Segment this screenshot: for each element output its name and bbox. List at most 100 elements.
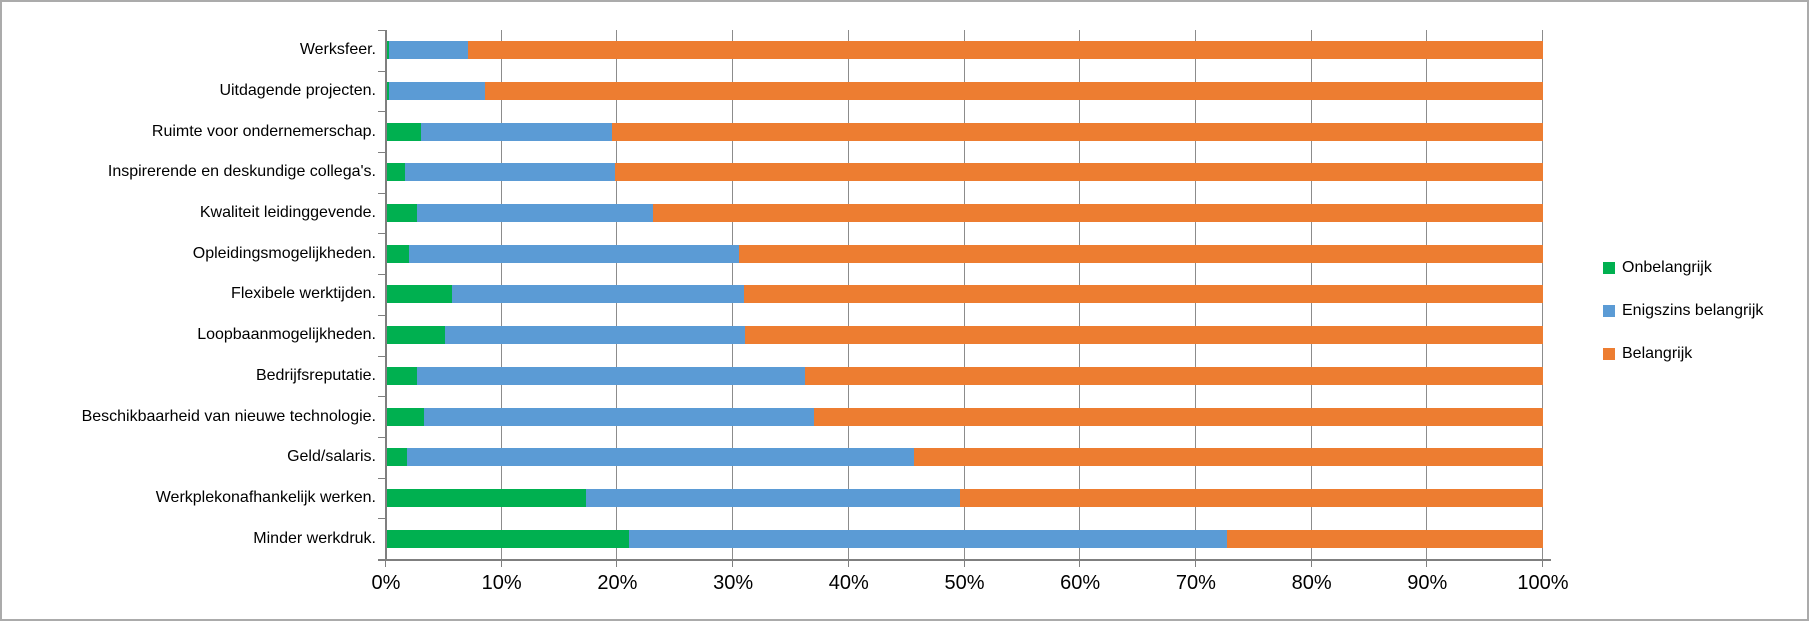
category-label: Werksfeer. <box>299 41 376 59</box>
category-label: Werkplekonafhankelijk werken. <box>155 488 376 506</box>
x-axis-tick-label: 20% <box>597 572 638 594</box>
y-axis-tick <box>378 315 385 316</box>
x-axis-tick-label: 70% <box>1175 572 1216 594</box>
x-axis-tick <box>1542 561 1543 567</box>
y-axis-line <box>385 30 387 561</box>
bar-segment-belangrijk <box>485 82 1543 101</box>
bar-segment-enigszins-belangrijk <box>406 448 914 467</box>
y-axis-tick <box>378 437 385 438</box>
stacked-bar <box>386 285 1543 304</box>
bar-row <box>386 152 1543 193</box>
legend-label: Onbelangrijk <box>1622 259 1712 276</box>
bar-segment-belangrijk <box>743 285 1543 304</box>
legend-label: Enigszins belangrijk <box>1622 302 1764 319</box>
category-label: Uitdagende projecten. <box>219 82 376 100</box>
legend: Onbelangrijk Enigszins belangrijk Belangri… <box>1603 255 1763 367</box>
bar-segment-onbelangrijk <box>386 326 445 345</box>
stacked-bar <box>386 529 1543 548</box>
bar-row <box>386 478 1543 519</box>
category-label: Inspirerende en deskundige collega's. <box>107 163 376 181</box>
stacked-bar <box>386 448 1543 467</box>
bar-segment-belangrijk <box>1227 529 1543 548</box>
y-axis-tick <box>378 193 385 194</box>
category-label: Bedrijfsreputatie. <box>255 366 376 384</box>
bar-row <box>386 356 1543 397</box>
category-label: Kwaliteit leidinggevende. <box>199 204 376 222</box>
x-axis-tick <box>1310 561 1312 567</box>
bar-segment-belangrijk <box>615 163 1543 182</box>
bar-segment-enigszins-belangrijk <box>409 244 739 263</box>
bar-row <box>386 518 1543 559</box>
x-axis-tick-label: 60% <box>1060 572 1101 594</box>
bar-segment-enigszins-belangrijk <box>389 41 469 60</box>
x-axis-tick <box>1079 561 1081 567</box>
bar-segment-belangrijk <box>738 244 1543 263</box>
x-axis-tick <box>847 561 849 567</box>
category-label: Opleidingsmogelijkheden. <box>192 244 376 262</box>
y-axis-tick <box>378 233 385 234</box>
bar-segment-onbelangrijk <box>386 407 425 426</box>
x-axis-tick <box>1426 561 1428 567</box>
y-axis-tick <box>378 396 385 397</box>
bar-segment-onbelangrijk <box>386 41 390 60</box>
stacked-bar <box>386 407 1543 426</box>
legend-item-belangrijk: Belangrijk <box>1603 341 1763 367</box>
x-axis-labels: 0% 10% 20% 30% 40% 50% 60% 70% 80% 90% 100% <box>372 572 1569 599</box>
x-axis-tick <box>963 561 965 567</box>
category-label: Loopbaanmogelijkheden. <box>197 326 376 344</box>
bar-segment-onbelangrijk <box>386 82 390 101</box>
x-axis-tick <box>616 561 618 567</box>
bar-segment-belangrijk <box>814 407 1543 426</box>
bar-segment-enigszins-belangrijk <box>417 366 805 385</box>
bar-row <box>386 437 1543 478</box>
category-label: Beschikbaarheid van nieuwe technologie. <box>81 407 376 425</box>
x-axis-tick <box>500 561 502 567</box>
bar-segment-belangrijk <box>468 41 1543 60</box>
y-axis-tick <box>378 71 385 72</box>
y-axis-tick <box>378 518 385 519</box>
bar-segment-enigszins-belangrijk <box>451 285 744 304</box>
y-axis-tick <box>378 152 385 153</box>
bar-segment-onbelangrijk <box>386 122 421 141</box>
bar-segment-enigszins-belangrijk <box>417 204 654 223</box>
bar-row <box>386 274 1543 315</box>
stacked-bar <box>386 163 1543 182</box>
bar-segment-belangrijk <box>653 204 1543 223</box>
bar-segment-onbelangrijk <box>386 448 407 467</box>
y-axis-tick <box>378 356 385 357</box>
bar-segment-onbelangrijk <box>386 244 410 263</box>
x-axis-tick-label: 40% <box>828 572 869 594</box>
category-label: Minder werkdruk. <box>253 529 376 547</box>
legend-swatch-icon <box>1603 305 1615 317</box>
bar-segment-enigszins-belangrijk <box>628 529 1228 548</box>
bar-segment-enigszins-belangrijk <box>424 407 815 426</box>
bar-segment-enigszins-belangrijk <box>445 326 745 345</box>
bar-row <box>386 396 1543 437</box>
stacked-bar <box>386 244 1543 263</box>
stacked-bar <box>386 122 1543 141</box>
bar-segment-belangrijk <box>744 326 1543 345</box>
bar-segment-belangrijk <box>611 122 1543 141</box>
y-axis-tick <box>378 274 385 275</box>
legend-label: Belangrijk <box>1622 345 1693 362</box>
x-axis-tick-label: 50% <box>944 572 985 594</box>
x-axis-line <box>378 559 1551 561</box>
legend-swatch-icon <box>1603 348 1615 360</box>
legend-item-onbelangrijk: Onbelangrijk <box>1603 255 1763 281</box>
stacked-bar <box>386 82 1543 101</box>
y-axis-tick <box>378 30 385 31</box>
category-label: Flexibele werktijden. <box>231 285 376 303</box>
x-axis-tick <box>1194 561 1196 567</box>
x-axis-tick-label: 0% <box>371 572 401 594</box>
bar-segment-onbelangrijk <box>386 163 405 182</box>
bar-segment-onbelangrijk <box>386 366 418 385</box>
bar-segment-belangrijk <box>913 448 1543 467</box>
stacked-bar <box>386 366 1543 385</box>
stacked-bar <box>386 326 1543 345</box>
bar-row <box>386 71 1543 112</box>
stacked-bar <box>386 41 1543 60</box>
bar-segment-enigszins-belangrijk <box>404 163 616 182</box>
category-label: Ruimte voor ondernemerschap. <box>151 122 376 140</box>
category-axis-labels: Werksfeer. Uitdagende projecten. Ruimte vo… <box>2 30 376 559</box>
